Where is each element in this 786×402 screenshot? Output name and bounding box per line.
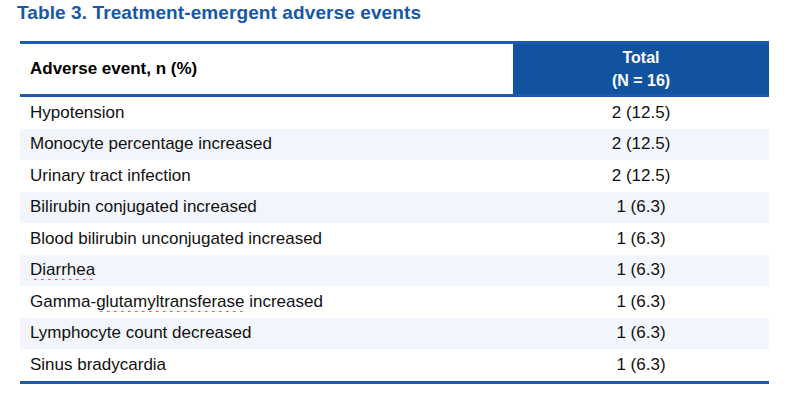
value-cell: 2 (12.5) (513, 103, 769, 123)
event-cell: Sinus bradycardia (20, 355, 513, 375)
value-cell: 1 (6.3) (513, 323, 769, 343)
adverse-events-table: Adverse event, n (%) Total (N = 16) Hypo… (20, 41, 769, 384)
table-row: Diarrhea 1 (6.3) (20, 255, 769, 287)
header-total: Total (N = 16) (513, 44, 769, 94)
table-row: Sinus bradycardia 1 (6.3) (20, 349, 769, 381)
value-cell: 1 (6.3) (513, 292, 769, 312)
value-cell: 1 (6.3) (513, 229, 769, 249)
misspelled-word: glutamyltransferase (96, 292, 244, 311)
header-adverse-event: Adverse event, n (%) (20, 44, 513, 94)
event-cell: Monocyte percentage increased (20, 134, 513, 154)
table-row: Bilirubin conjugated increased 1 (6.3) (20, 192, 769, 224)
table-row: Hypotension 2 (12.5) (20, 97, 769, 129)
value-cell: 2 (12.5) (513, 166, 769, 186)
table-row: Monocyte percentage increased 2 (12.5) (20, 129, 769, 161)
event-cell: Urinary tract infection (20, 166, 513, 186)
table-row: Gamma-glutamyltransferase increased 1 (6… (20, 286, 769, 318)
header-total-line1: Total (622, 46, 659, 69)
table-header-row: Adverse event, n (%) Total (N = 16) (20, 44, 769, 97)
table-row: Blood bilirubin unconjugated increased 1… (20, 223, 769, 255)
header-total-line2: (N = 16) (612, 69, 670, 92)
value-cell: 1 (6.3) (513, 355, 769, 375)
misspelled-word: Diarrhea (30, 260, 95, 279)
event-cell: Hypotension (20, 103, 513, 123)
event-cell: Diarrhea (20, 260, 513, 280)
table-body: Hypotension 2 (12.5) Monocyte percentage… (20, 97, 769, 381)
value-cell: 2 (12.5) (513, 134, 769, 154)
value-cell: 1 (6.3) (513, 260, 769, 280)
event-cell: Bilirubin conjugated increased (20, 197, 513, 217)
event-cell: Blood bilirubin unconjugated increased (20, 229, 513, 249)
event-cell: Lymphocyte count decreased (20, 323, 513, 343)
event-cell: Gamma-glutamyltransferase increased (20, 292, 513, 312)
page-title: Table 3. Treatment-emergent adverse even… (17, 2, 421, 24)
table-row: Urinary tract infection 2 (12.5) (20, 160, 769, 192)
value-cell: 1 (6.3) (513, 197, 769, 217)
table-row: Lymphocyte count decreased 1 (6.3) (20, 318, 769, 350)
